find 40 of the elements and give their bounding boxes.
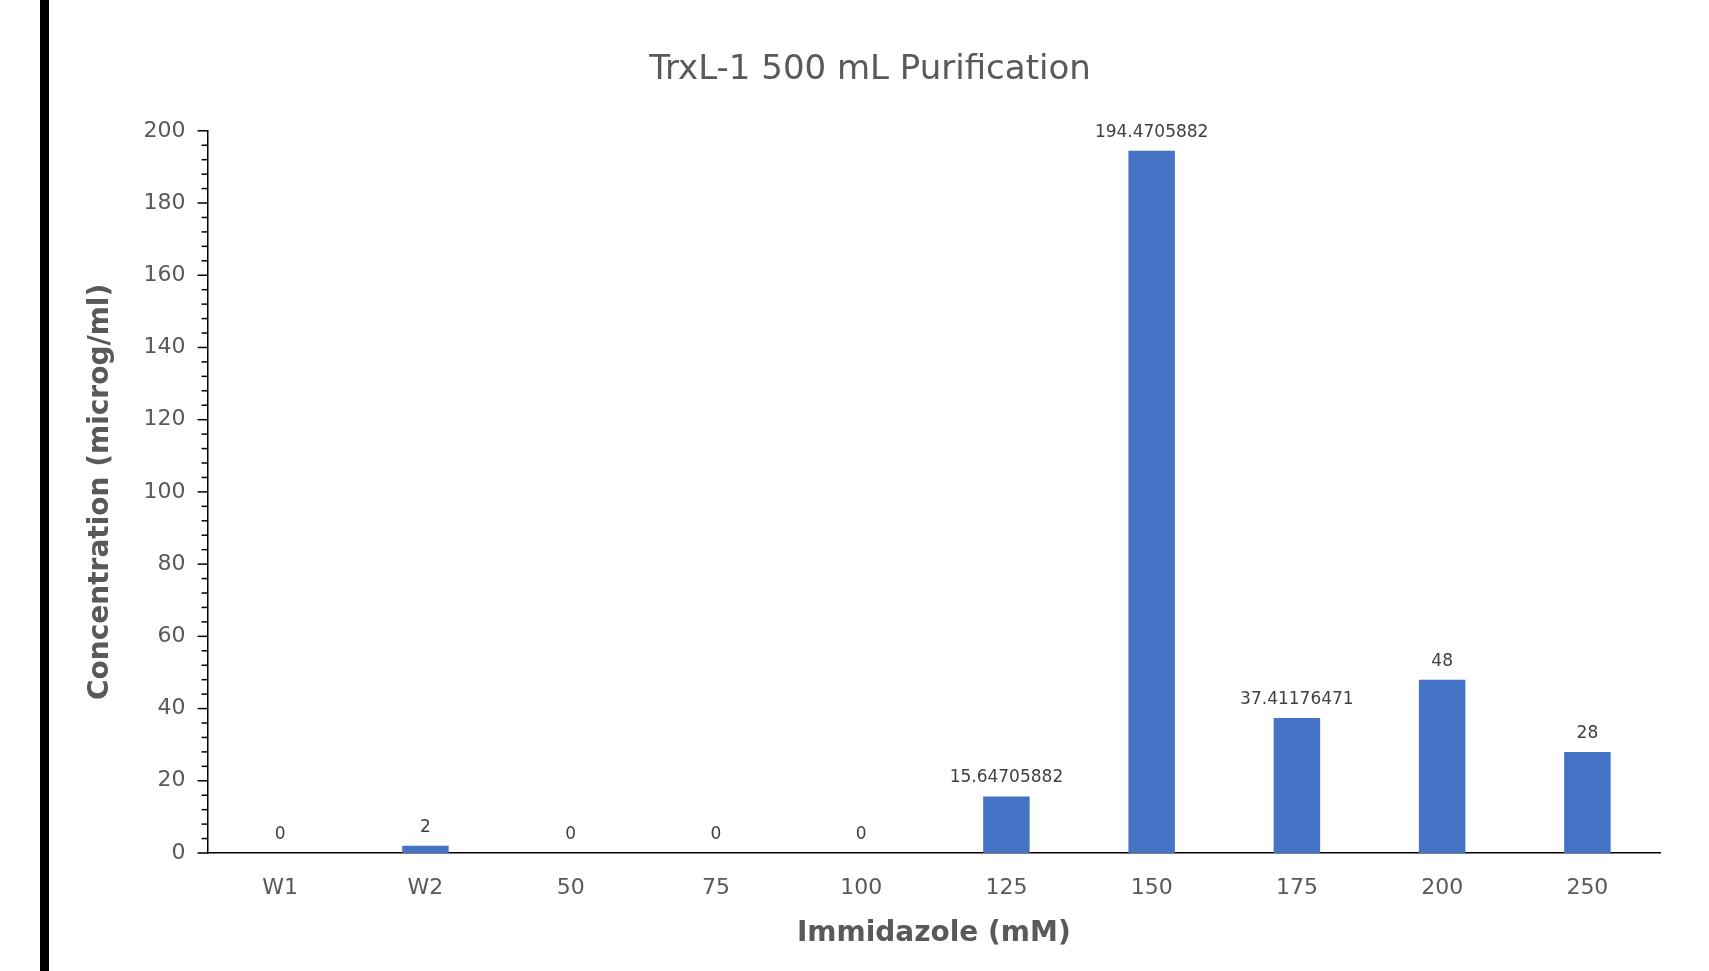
y-tick-label: 160	[143, 260, 186, 286]
y-tick-label: 200	[143, 116, 186, 142]
x-tick-label: 150	[1130, 873, 1173, 899]
bar	[402, 845, 449, 853]
x-tick-label: W2	[407, 873, 444, 899]
data-label: 15.64705882	[949, 766, 1064, 787]
data-label: 48	[1431, 649, 1453, 670]
chart-title: TrxL-1 500 mL Purification	[648, 47, 1091, 88]
data-label: 28	[1576, 721, 1599, 742]
y-tick-label: 20	[157, 766, 186, 792]
data-label: 0	[855, 822, 867, 843]
y-tick-label: 60	[157, 622, 186, 648]
x-tick-label: 175	[1275, 873, 1318, 899]
x-tick-label: 50	[556, 873, 585, 899]
bar	[1418, 679, 1466, 853]
y-tick-label: 0	[171, 838, 186, 864]
y-axis-title: Concentration (microg/ml)	[82, 283, 116, 701]
data-label: 37.41176471	[1240, 687, 1354, 708]
y-tick-label: 140	[143, 333, 186, 359]
bar	[1128, 150, 1175, 853]
y-tick-label: 180	[143, 188, 186, 214]
x-tick-label: 100	[840, 873, 883, 899]
data-label: 0	[565, 822, 577, 843]
x-tick-label: 125	[985, 873, 1028, 899]
bar	[983, 796, 1030, 853]
x-tick-label: 250	[1566, 873, 1609, 899]
y-tick-label: 100	[143, 477, 186, 503]
x-tick-label: 75	[701, 873, 730, 899]
y-tick-label: 80	[157, 549, 186, 575]
bar	[1273, 717, 1321, 853]
y-tick-label: 40	[157, 694, 186, 720]
y-tick-label: 120	[143, 405, 186, 431]
bar	[1564, 751, 1611, 853]
data-label: 0	[274, 822, 286, 843]
data-label: 0	[710, 822, 722, 843]
x-axis-title: Immidazole (mM)	[796, 915, 1071, 949]
x-tick-label: 200	[1421, 873, 1464, 899]
data-label: 194.4705882	[1094, 120, 1209, 141]
data-label: 2	[420, 815, 431, 836]
x-tick-label: W1	[262, 873, 299, 899]
